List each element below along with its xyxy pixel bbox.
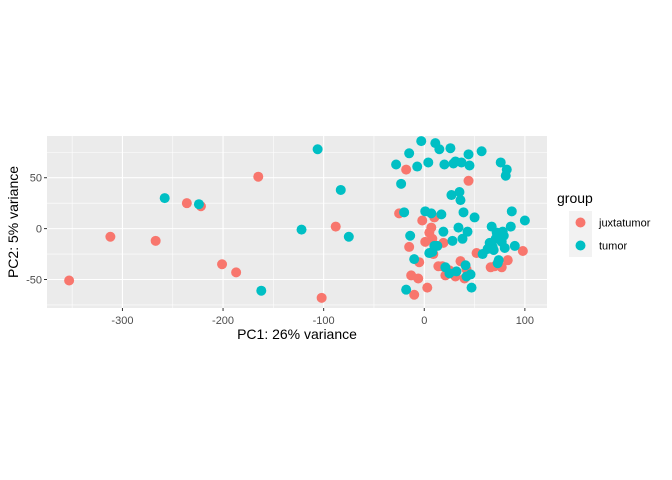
juxtatumor-point [64,275,75,286]
juxtatumor-point [409,289,420,300]
y-tick-label: 50 [30,173,42,185]
tumor-point [312,144,323,155]
tumor-point [458,207,469,218]
legend-marker-juxtatumor [575,217,586,228]
legend-marker-tumor [575,240,586,251]
tumor-point [446,190,457,201]
juxtatumor-point [231,267,242,278]
tumor-point [426,208,437,219]
tumor-point [465,269,476,280]
tumor-point [296,224,307,235]
tumor-point [454,186,465,197]
x-axis-title: PC1: 26% variance [237,326,357,342]
tumor-point [445,143,456,154]
juxtatumor-point [217,259,228,270]
tumor-point [439,159,450,170]
tumor-point [451,266,462,277]
juxtatumor-point [181,198,192,209]
y-tick-label: -50 [26,275,42,287]
juxtatumor-point [417,215,428,226]
juxtatumor-point [253,171,264,182]
tumor-point [460,260,471,271]
tumor-point [455,195,466,206]
juxtatumor-point [150,235,161,246]
juxtatumor-point [316,292,327,303]
juxtatumor-point [463,175,474,186]
tumor-point [412,161,423,172]
tumor-point [519,215,530,226]
tumor-point [506,206,517,217]
tumor-point [343,231,354,242]
tumor-point [447,235,458,246]
tumor-point [501,164,512,175]
juxtatumor-point [404,241,415,252]
x-tick-label: 100 [516,315,534,327]
tumor-point [488,244,499,255]
legend-label-tumor: tumor [599,241,627,253]
tumor-point [399,207,410,218]
legend-label-juxtatumor: juxtatumor [598,218,651,230]
y-tick-labels: -50 0 50 [26,173,42,287]
y-axis-title: PC2: 5% variance [5,166,21,278]
tumor-point [457,233,468,244]
tumor-point [498,230,509,241]
tumor-point [466,282,477,293]
tumor-point [469,212,480,223]
tumor-point [409,254,420,265]
juxtatumor-point [330,221,341,232]
tumor-point [453,222,464,233]
tumor-point [436,209,447,220]
juxtatumor-point [517,246,528,257]
tumor-point [509,240,520,251]
tumor-point [423,157,434,168]
tumor-point [456,157,467,168]
x-tick-label: 0 [421,315,427,327]
juxtatumor-point [413,273,424,284]
tumor-point [391,159,402,170]
juxtatumor-point [401,164,412,175]
tumor-point [401,284,412,295]
grid-minor [47,136,547,308]
legend-title: group [557,190,593,206]
tumor-point [493,255,504,266]
juxtatumor-point [105,231,116,242]
axis-ticks [44,177,526,311]
tumor-point [396,178,407,189]
tumor-point [476,146,487,157]
y-tick-label: 0 [36,224,42,236]
legend: group juxtatumor tumor [557,190,651,257]
tumor-point [505,221,516,232]
tumor-point [495,157,506,168]
tumor-point [405,230,416,241]
tumor-point [193,199,204,210]
x-tick-labels: -300 -200 -100 0 100 [111,315,534,327]
tumor-point [434,144,445,155]
tumor-point [463,149,474,160]
tumor-point [438,226,449,237]
tumor-point [159,193,170,204]
x-tick-label: -200 [212,315,234,327]
tumor-point [416,136,427,147]
tumor-point [335,184,346,195]
tumor-point [432,240,443,251]
tumor-point [256,285,267,296]
juxtatumor-point [422,282,433,293]
tumor-point [462,226,473,237]
tumor-point [464,160,475,171]
x-tick-label: -300 [111,315,133,327]
data-points [64,136,530,303]
tumor-point [499,242,510,253]
tumor-point [404,148,415,159]
legend-items: juxtatumor tumor [569,211,651,257]
juxtatumor-point [426,222,437,233]
x-tick-label: -100 [313,315,335,327]
juxtatumor-point [502,255,513,266]
